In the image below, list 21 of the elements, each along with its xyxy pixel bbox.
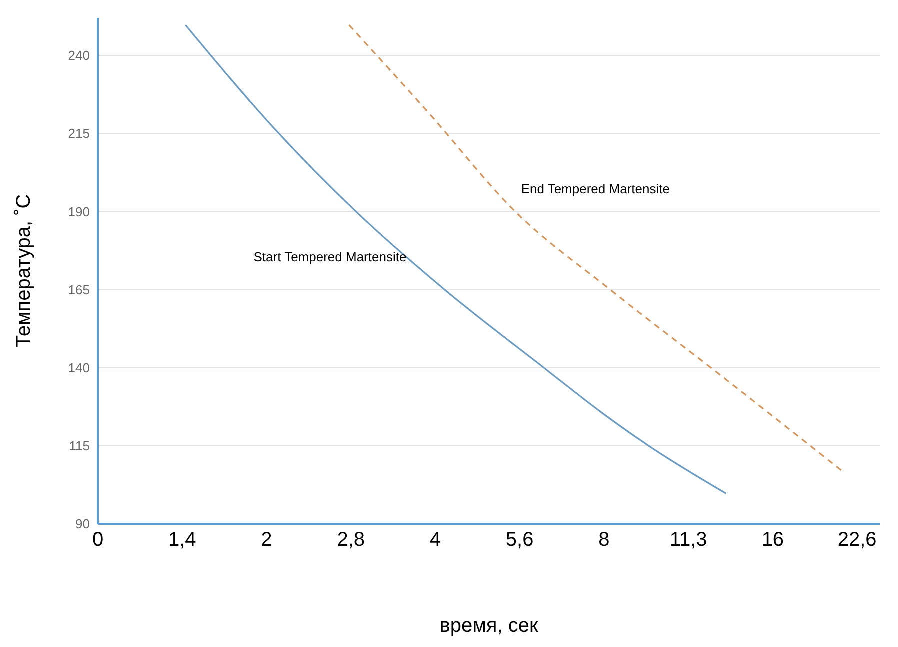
series-label: End Tempered Martensite	[521, 182, 670, 197]
x-tick-label: 16	[762, 529, 784, 552]
x-tick-label: 1,4	[168, 529, 196, 552]
y-axis-title: Температура, ˚C	[13, 194, 36, 348]
y-tick-label: 215	[68, 126, 90, 142]
y-tick-label: 190	[68, 204, 90, 220]
y-tick-label: 165	[68, 282, 90, 298]
x-axis-title: время, сек	[440, 615, 538, 637]
x-tick-label: 2	[261, 529, 272, 552]
x-tick-label: 11,3	[670, 529, 708, 552]
x-tick-label: 0	[92, 529, 104, 552]
y-tick-label: 140	[68, 360, 90, 376]
x-tick-label: 2,8	[337, 529, 366, 552]
series-label: Start Tempered Martensite	[254, 250, 407, 265]
y-tick-label: 90	[76, 516, 90, 532]
x-tick-label: 4	[430, 529, 442, 552]
y-tick-label: 240	[68, 48, 90, 64]
x-tick-label: 22,6	[838, 529, 877, 552]
y-tick-label: 115	[69, 438, 90, 454]
x-tick-label: 5,6	[506, 529, 534, 552]
x-tick-label: 8	[598, 529, 610, 552]
